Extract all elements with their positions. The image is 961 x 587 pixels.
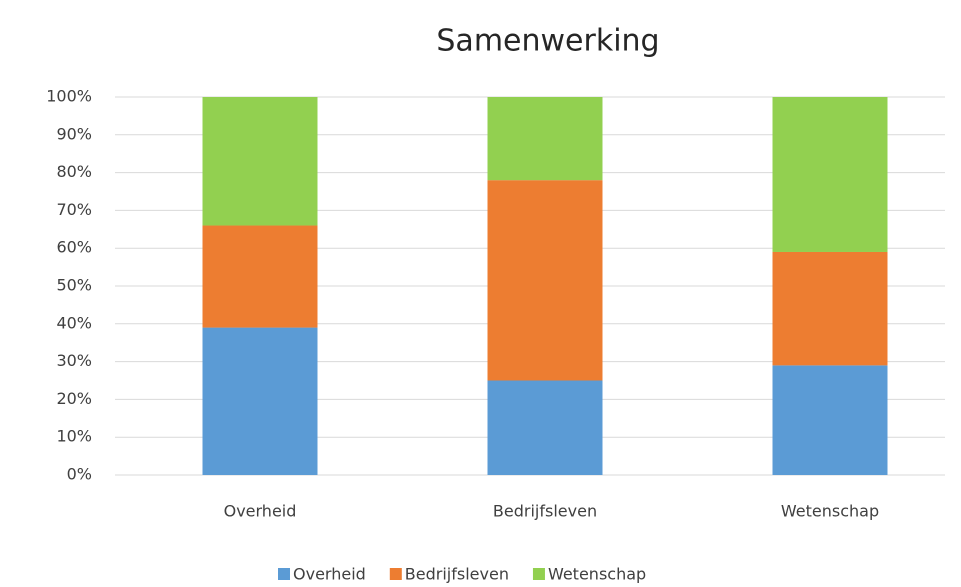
x-tick-label: Overheid	[224, 502, 297, 521]
legend-label: Wetenschap	[548, 565, 646, 584]
legend-swatch	[278, 568, 290, 580]
x-tick-label: Bedrijfsleven	[493, 502, 597, 521]
y-tick-label: 30%	[56, 351, 92, 370]
y-tick-label: 80%	[56, 162, 92, 181]
legend-label: Bedrijfsleven	[405, 565, 509, 584]
bar-segment	[202, 97, 318, 226]
bar-segment	[772, 365, 888, 475]
bar-segment	[487, 180, 603, 381]
bar-segment	[202, 327, 318, 475]
y-tick-label: 20%	[56, 389, 92, 408]
chart-title: Samenwerking	[436, 24, 659, 59]
y-tick-label: 40%	[56, 313, 92, 332]
y-tick-label: 60%	[56, 238, 92, 257]
bar-segment	[772, 97, 888, 252]
bar-segment	[772, 251, 888, 366]
y-tick-label: 90%	[56, 124, 92, 143]
x-tick-label: Wetenschap	[781, 502, 879, 521]
bar-segment	[202, 225, 318, 328]
legend-swatch	[389, 568, 402, 580]
y-tick-label: 50%	[56, 276, 92, 295]
legend-label: Overheid	[293, 565, 366, 584]
legend-swatch	[532, 568, 545, 580]
y-tick-label: 100%	[46, 87, 92, 106]
y-tick-label: 70%	[56, 200, 92, 219]
y-tick-label: 10%	[56, 427, 92, 446]
bar-segment	[487, 97, 603, 181]
y-tick-label: 0%	[67, 465, 92, 484]
bar-segment	[487, 380, 603, 475]
